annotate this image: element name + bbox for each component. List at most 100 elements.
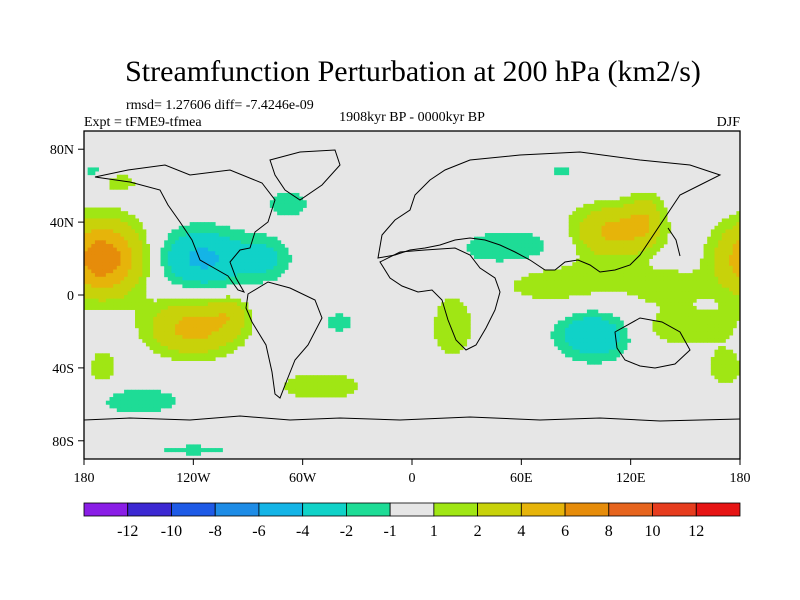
- field-cell: [193, 236, 198, 241]
- field-cell: [725, 320, 730, 325]
- field-cell: [207, 331, 212, 336]
- field-cell: [645, 222, 650, 227]
- field-cell: [729, 302, 734, 307]
- field-cell: [211, 280, 216, 285]
- field-cell: [91, 298, 96, 303]
- field-cell: [725, 313, 730, 318]
- field-cell: [277, 196, 282, 201]
- field-cell: [590, 346, 595, 351]
- field-cell: [98, 269, 103, 274]
- field-cell: [670, 302, 675, 307]
- field-cell: [153, 309, 158, 314]
- field-cell: [576, 258, 581, 263]
- field-cell: [572, 320, 577, 325]
- field-cell: [707, 335, 712, 340]
- field-cell: [135, 218, 140, 223]
- field-cell: [131, 298, 136, 303]
- field-cell: [113, 222, 118, 227]
- field-cell: [565, 291, 570, 296]
- field-cell: [707, 262, 712, 267]
- field-cell: [120, 280, 125, 285]
- field-cell: [204, 265, 209, 270]
- field-cell: [481, 254, 486, 259]
- field-cell: [557, 171, 562, 176]
- field-cell: [710, 284, 715, 289]
- field-cell: [648, 265, 653, 270]
- field-cell: [222, 247, 227, 252]
- field-cell: [186, 313, 191, 318]
- field-cell: [204, 243, 209, 249]
- field-cell: [667, 295, 672, 300]
- field-cell: [167, 236, 172, 241]
- field-cell: [87, 269, 92, 274]
- field-cell: [688, 324, 694, 329]
- field-cell: [207, 269, 212, 274]
- field-cell: [550, 331, 555, 336]
- field-cell: [699, 327, 704, 332]
- field-cell: [718, 331, 723, 336]
- field-cell: [127, 222, 132, 227]
- field-cell: [116, 185, 121, 190]
- field-cell: [105, 222, 110, 227]
- field-cell: [732, 229, 737, 234]
- field-cell: [113, 273, 118, 278]
- field-cell: [127, 258, 132, 263]
- field-cell: [448, 298, 453, 303]
- field-cell: [696, 338, 701, 343]
- field-cell: [721, 360, 726, 365]
- field-cell: [732, 218, 737, 223]
- field-cell: [87, 276, 92, 281]
- field-cell: [459, 313, 464, 318]
- field-cell: [634, 229, 639, 234]
- field-cell: [590, 327, 595, 332]
- field-cell: [586, 218, 591, 223]
- field-cell: [492, 240, 497, 245]
- field-cell: [211, 338, 216, 343]
- y-tick-label: 80N: [50, 143, 74, 158]
- field-cell: [699, 320, 704, 325]
- field-cell: [153, 393, 158, 398]
- field-cell: [619, 240, 624, 245]
- field-cell: [565, 327, 570, 332]
- field-cell: [554, 342, 559, 347]
- field-cell: [171, 346, 176, 351]
- field-cell: [84, 276, 89, 281]
- field-cell: [637, 251, 642, 256]
- field-cell: [641, 236, 646, 241]
- field-cell: [710, 371, 715, 376]
- field-cell: [641, 207, 646, 212]
- field-cell: [455, 327, 460, 332]
- field-cell: [597, 240, 602, 245]
- field-cell: [524, 240, 530, 245]
- field-cell: [616, 229, 621, 234]
- field-cell: [718, 360, 723, 365]
- field-cell: [685, 316, 690, 321]
- field-cell: [244, 254, 249, 259]
- field-cell: [725, 280, 730, 285]
- field-cell: [703, 320, 708, 325]
- field-cell: [576, 324, 581, 329]
- field-cell: [572, 349, 577, 354]
- field-cell: [178, 276, 183, 281]
- field-cell: [605, 203, 610, 208]
- field-cell: [116, 302, 121, 307]
- field-cell: [648, 218, 653, 223]
- field-cell: [572, 211, 577, 216]
- field-cell: [302, 386, 307, 391]
- field-cell: [703, 338, 708, 343]
- field-cell: [678, 302, 683, 307]
- field-cell: [543, 269, 548, 274]
- field-cell: [193, 298, 198, 303]
- field-cell: [645, 196, 650, 201]
- field-cell: [692, 327, 697, 332]
- field-cell: [138, 320, 143, 325]
- field-cell: [692, 309, 697, 314]
- field-cell: [634, 258, 639, 263]
- field-cell: [317, 382, 322, 387]
- field-cell: [196, 451, 202, 456]
- field-cell: [568, 338, 573, 343]
- field-cell: [718, 251, 723, 256]
- field-cell: [656, 280, 661, 285]
- field-cell: [732, 360, 737, 365]
- field-cell: [597, 243, 602, 249]
